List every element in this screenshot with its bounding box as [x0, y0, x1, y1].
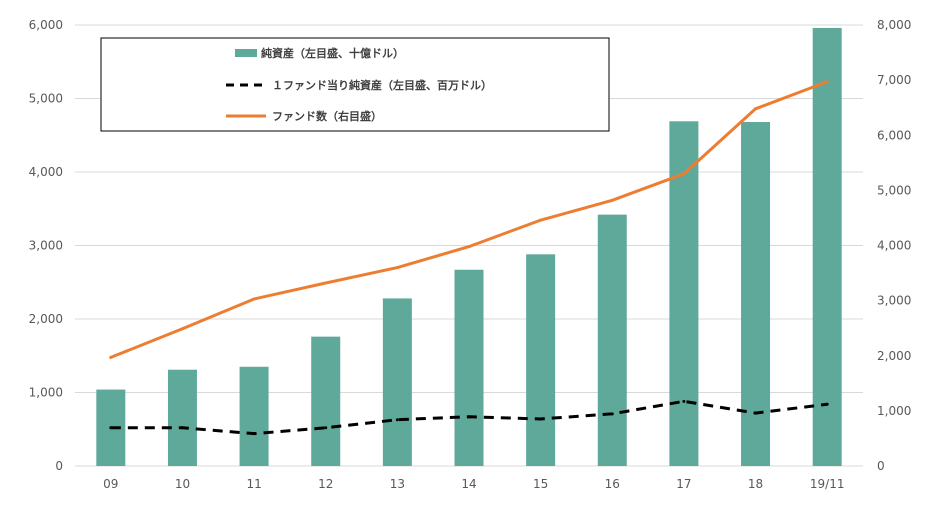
- x-axis-tick-label: 09: [103, 477, 118, 491]
- point-fund-count: [395, 266, 399, 270]
- right-axis-tick-label: 1,000: [877, 404, 911, 418]
- x-axis-tick-label: 12: [318, 477, 333, 491]
- x-axis-tick-label: 16: [605, 477, 620, 491]
- legend-label-net-assets: 純資産（左目盛、十億ドル）: [261, 46, 404, 60]
- legend: 純資産（左目盛、十億ドル） １ファンド当り純資産（左目盛、百万ドル） ファンド数…: [100, 37, 610, 132]
- point-per-fund-net-assets: [252, 432, 256, 436]
- right-axis-tick-label: 3,000: [877, 294, 911, 308]
- right-axis-tick-label: 4,000: [877, 239, 911, 253]
- right-axis-tick-label: 8,000: [877, 18, 911, 32]
- left-axis-tick-label: 5,000: [29, 92, 63, 106]
- bar-net-assets: [741, 122, 771, 467]
- point-fund-count: [539, 218, 543, 222]
- x-axis-tick-label: 13: [390, 477, 405, 491]
- right-axis-ticks: 0 1,000 2,000 3,000 4,000 5,000 6,000 7,000 8,00…: [877, 18, 911, 473]
- legend-label-fund-count: ファンド数（右目盛）: [272, 109, 382, 123]
- bar-net-assets: [382, 298, 412, 466]
- bar-net-assets: [454, 269, 484, 466]
- point-per-fund-net-assets: [825, 402, 829, 406]
- bar-net-assets: [812, 27, 842, 466]
- left-axis-tick-label: 4,000: [29, 165, 63, 179]
- point-fund-count: [324, 281, 328, 285]
- point-fund-count: [754, 107, 758, 111]
- point-per-fund-net-assets: [180, 426, 184, 430]
- x-axis-tick-label: 18: [748, 477, 763, 491]
- bar-net-assets: [167, 369, 197, 466]
- legend-label-per-fund: １ファンド当り純資産（左目盛、百万ドル）: [272, 78, 492, 92]
- right-axis-tick-label: 7,000: [877, 73, 911, 87]
- bar-net-assets: [311, 336, 341, 466]
- left-axis-tick-label: 0: [55, 459, 63, 473]
- left-axis-ticks: 0 1,000 2,000 3,000 4,000 5,000 6,000: [29, 18, 63, 473]
- x-axis-tick-label: 14: [461, 477, 476, 491]
- x-axis-tick-label: 19/11: [810, 477, 845, 491]
- right-axis-tick-label: 5,000: [877, 183, 911, 197]
- x-axis-tick-label: 15: [533, 477, 548, 491]
- bar-net-assets: [597, 214, 627, 466]
- point-fund-count: [467, 245, 471, 249]
- bar-series: [96, 27, 842, 467]
- right-axis-tick-label: 6,000: [877, 128, 911, 142]
- point-fund-count: [682, 172, 686, 176]
- left-axis-tick-label: 1,000: [29, 386, 63, 400]
- left-axis-tick-label: 2,000: [29, 312, 63, 326]
- point-per-fund-net-assets: [754, 411, 758, 415]
- x-axis-ticks: 09 10 11 12 13 14 15 16 17 18 19/11: [103, 477, 844, 491]
- point-per-fund-net-assets: [467, 415, 471, 419]
- left-axis-tick-label: 3,000: [29, 239, 63, 253]
- point-fund-count: [610, 198, 614, 202]
- point-fund-count: [825, 80, 829, 84]
- bar-net-assets: [239, 366, 269, 466]
- bar-net-assets: [526, 254, 556, 466]
- point-per-fund-net-assets: [395, 418, 399, 422]
- right-axis-tick-label: 0: [877, 459, 885, 473]
- point-fund-count: [252, 297, 256, 301]
- right-axis-tick-label: 2,000: [877, 349, 911, 363]
- point-per-fund-net-assets: [682, 399, 686, 403]
- x-axis-tick-label: 11: [246, 477, 261, 491]
- legend-box: [100, 37, 610, 132]
- point-fund-count: [109, 355, 113, 359]
- point-per-fund-net-assets: [539, 417, 543, 421]
- point-per-fund-net-assets: [324, 426, 328, 430]
- legend-swatch-net-assets: [235, 49, 257, 57]
- x-axis-tick-label: 17: [676, 477, 691, 491]
- x-axis-tick-label: 10: [175, 477, 190, 491]
- point-per-fund-net-assets: [109, 426, 113, 430]
- point-fund-count: [180, 327, 184, 331]
- line-series: [109, 80, 829, 436]
- left-axis-tick-label: 6,000: [29, 18, 63, 32]
- point-per-fund-net-assets: [610, 412, 614, 416]
